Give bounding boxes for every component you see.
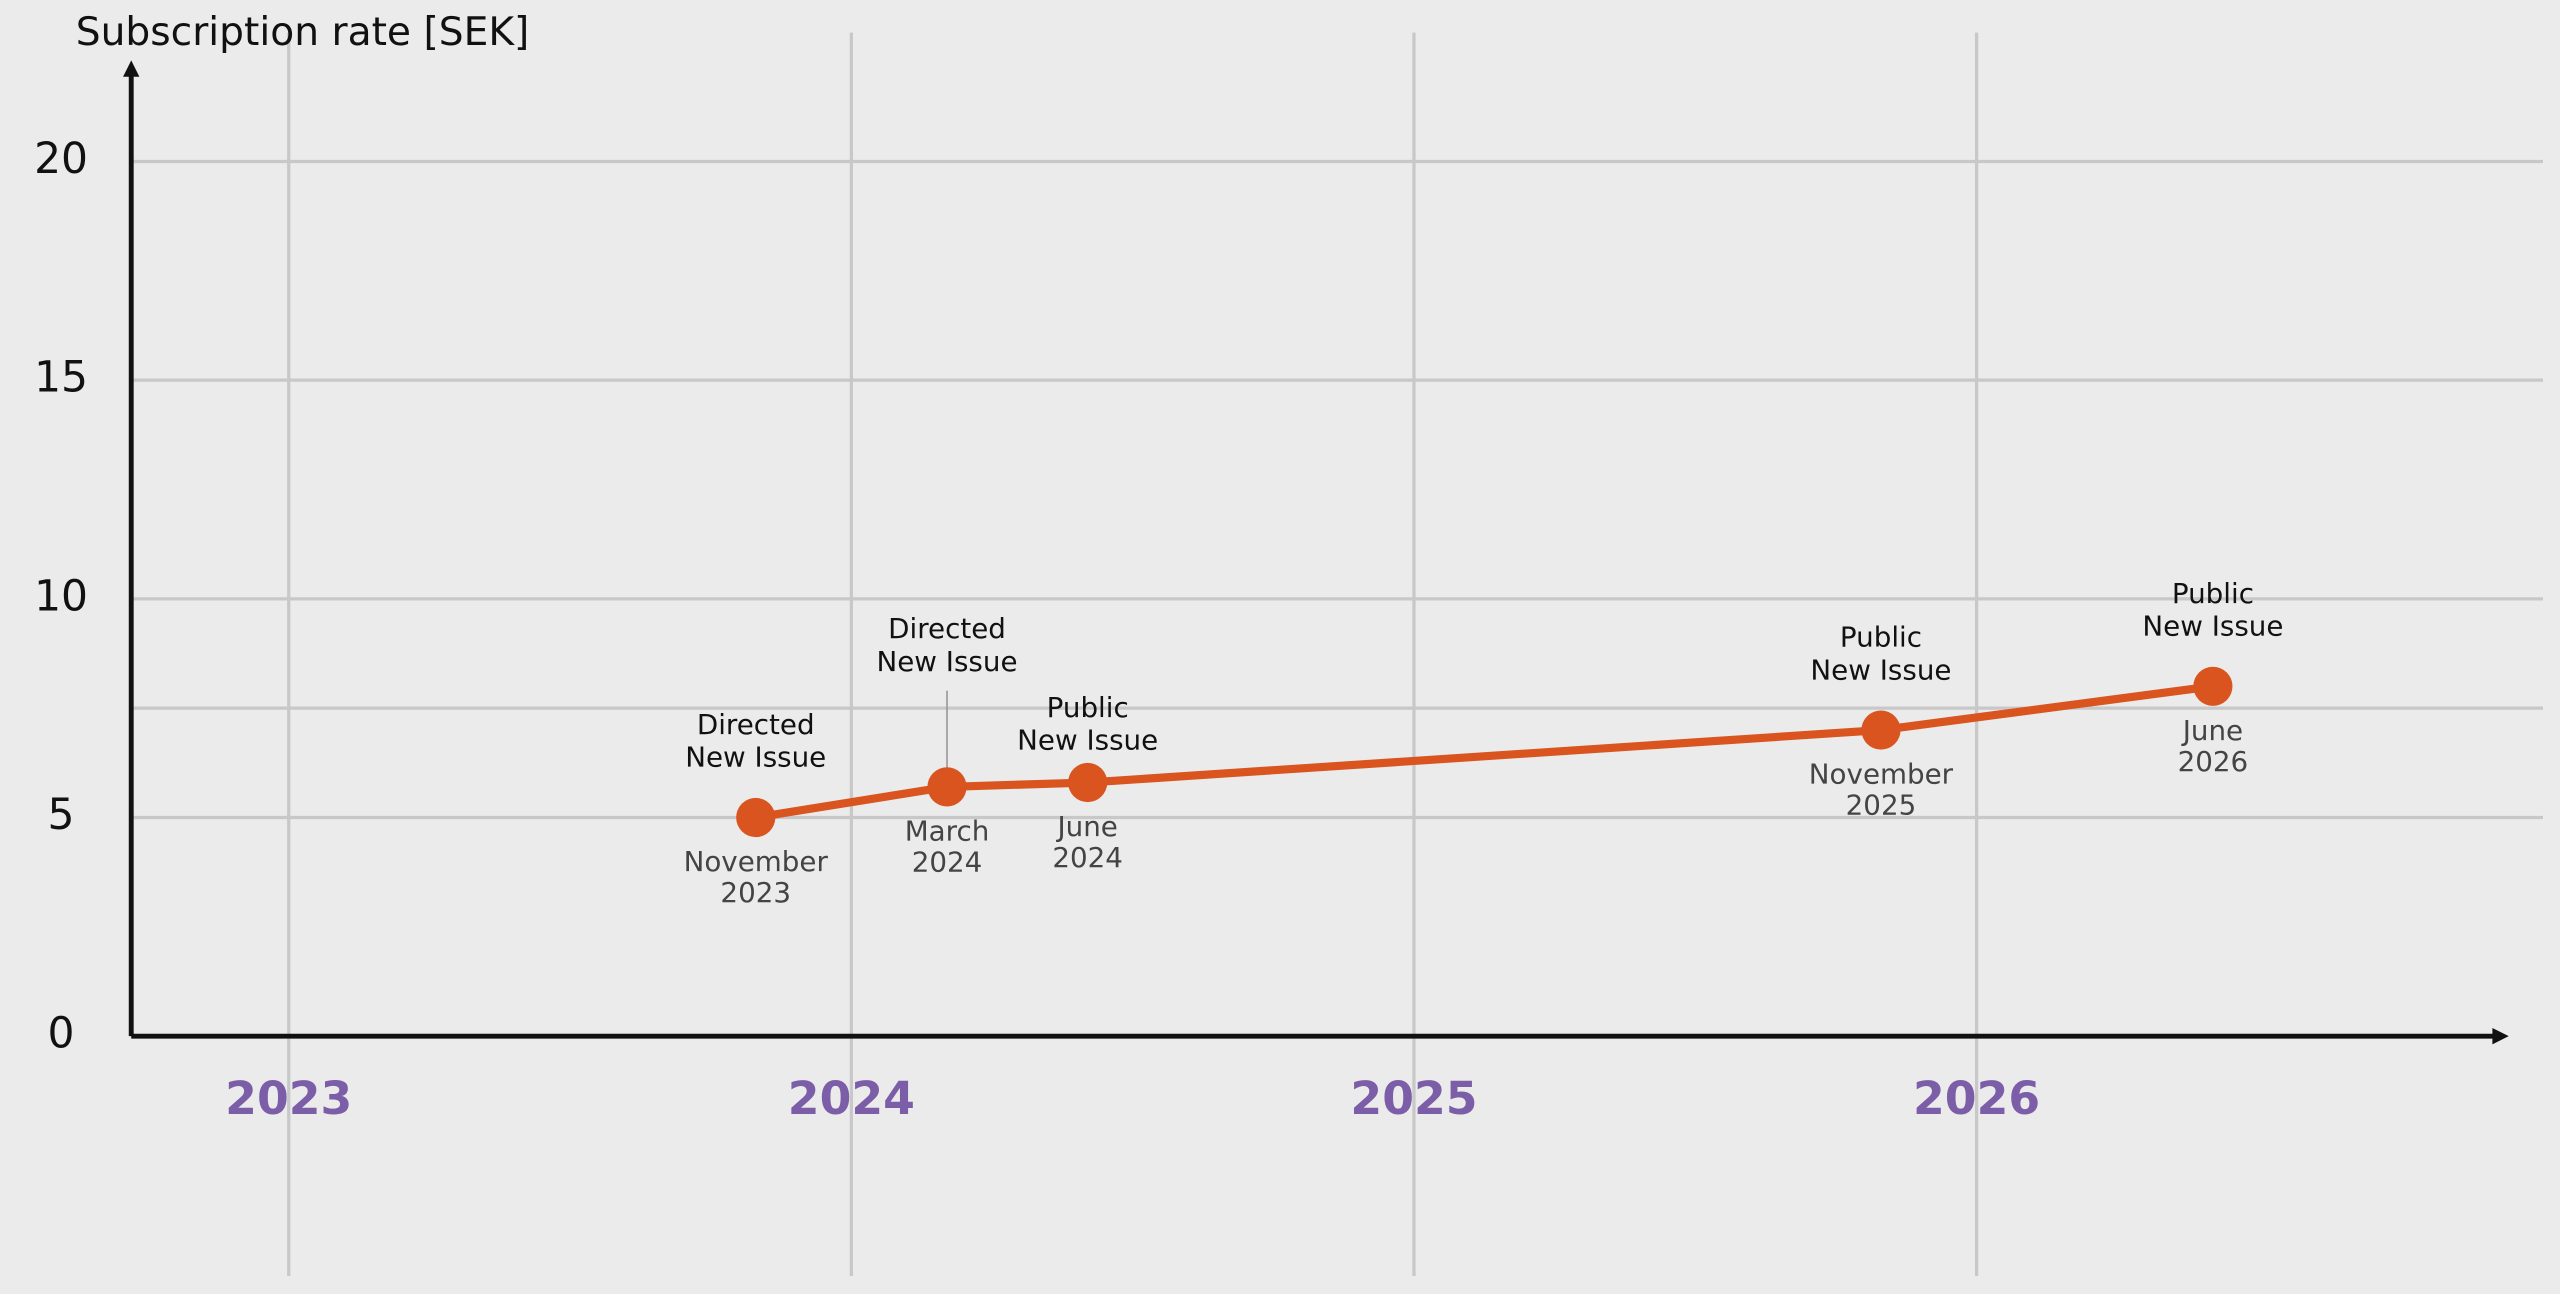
- x-axis-arrow: [2492, 1028, 2509, 1045]
- event-label: New Issue: [1810, 653, 1951, 686]
- event-label: Directed: [697, 708, 815, 741]
- event-label: New Issue: [877, 645, 1018, 678]
- event-label: New Issue: [1017, 724, 1158, 757]
- date-label: June: [2181, 714, 2243, 747]
- data-point: [2193, 666, 2233, 706]
- data-point: [736, 797, 776, 838]
- x-tick-label: 2024: [788, 1072, 915, 1125]
- y-tick-label: 15: [34, 354, 88, 403]
- event-label: Public: [2172, 577, 2254, 610]
- y-axis-title: Subscription rate [SEK]: [76, 10, 530, 55]
- event-label: New Issue: [685, 741, 826, 774]
- event-label: Directed: [888, 612, 1006, 645]
- date-label: November: [1809, 758, 1954, 791]
- date-label: March: [905, 815, 990, 848]
- date-label: 2024: [912, 846, 983, 879]
- event-label: New Issue: [2142, 610, 2283, 643]
- data-point: [1068, 762, 1108, 803]
- x-tick-label: 2023: [225, 1072, 352, 1125]
- event-label: Public: [1840, 621, 1922, 654]
- data-point: [927, 767, 967, 807]
- data-point: [1861, 710, 1901, 750]
- grid: 0 5 10 15 20 2023 2024 2025 2026: [34, 32, 2543, 1277]
- y-tick-label: 5: [48, 791, 75, 840]
- date-label: June: [1055, 810, 1117, 843]
- y-tick-label: 20: [34, 135, 88, 184]
- date-label: November: [684, 845, 829, 878]
- y-tick-label: 0: [48, 1010, 75, 1059]
- y-tick-label: 10: [34, 572, 88, 621]
- x-tick-label: 2026: [1913, 1072, 2040, 1125]
- y-axis-arrow: [123, 60, 140, 77]
- date-label: 2023: [720, 876, 791, 909]
- event-label: Public: [1047, 691, 1129, 724]
- date-label: 2024: [1052, 841, 1123, 874]
- x-tick-label: 2025: [1350, 1072, 1477, 1125]
- date-label: 2025: [1846, 789, 1917, 822]
- date-label: 2026: [2178, 745, 2249, 778]
